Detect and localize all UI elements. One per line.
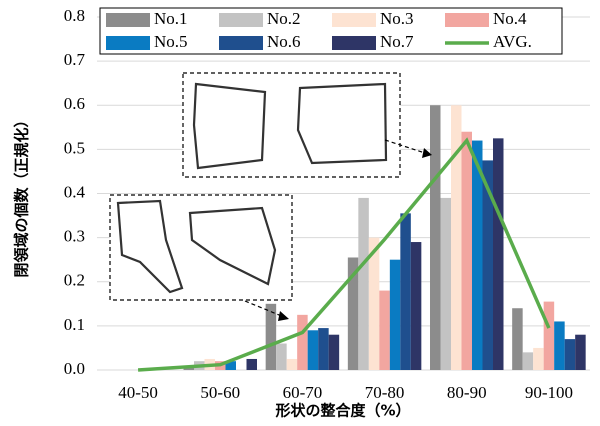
bar bbox=[400, 213, 411, 370]
x-tick-label: 70-80 bbox=[365, 383, 405, 402]
bar bbox=[533, 348, 544, 370]
inset-images bbox=[110, 73, 432, 321]
x-tick-label: 80-90 bbox=[447, 383, 487, 402]
y-tick-label: 0.6 bbox=[64, 94, 85, 113]
bar bbox=[462, 132, 473, 370]
x-tick-label: 60-70 bbox=[283, 383, 323, 402]
bar bbox=[297, 315, 308, 370]
arrow-head bbox=[278, 311, 289, 321]
legend-swatch bbox=[332, 13, 376, 27]
bar bbox=[287, 359, 298, 370]
y-tick-label: 0.8 bbox=[64, 6, 85, 25]
bar bbox=[318, 328, 329, 370]
bar bbox=[565, 339, 576, 370]
legend-label: No.7 bbox=[380, 32, 414, 51]
x-tick-label: 90-100 bbox=[525, 383, 573, 402]
bar bbox=[308, 330, 319, 370]
arrow bbox=[245, 301, 284, 317]
x-tick-label: 40-50 bbox=[118, 383, 158, 402]
legend-swatch bbox=[106, 36, 150, 50]
x-axis-title: 形状の整合度（%） bbox=[275, 402, 410, 420]
bar bbox=[247, 359, 258, 370]
legend-label: No.3 bbox=[380, 9, 414, 28]
legend-label: No.1 bbox=[154, 9, 188, 28]
legend-label: AVG. bbox=[493, 32, 532, 51]
bar bbox=[544, 302, 555, 370]
legend-swatch bbox=[106, 13, 150, 27]
legend-swatch bbox=[219, 36, 263, 50]
bar bbox=[276, 344, 287, 370]
bar bbox=[329, 335, 340, 370]
legend-swatch bbox=[332, 36, 376, 50]
y-tick-label: 0.3 bbox=[64, 227, 85, 246]
bar bbox=[451, 105, 462, 370]
legend-label: No.6 bbox=[267, 32, 301, 51]
legend-label: No.4 bbox=[493, 9, 527, 28]
bar bbox=[441, 198, 452, 370]
bar bbox=[266, 304, 277, 370]
bar bbox=[554, 321, 565, 370]
legend-swatch bbox=[219, 13, 263, 27]
y-tick-label: 0.1 bbox=[64, 315, 85, 334]
y-tick-label: 0.0 bbox=[64, 359, 85, 378]
y-tick-label: 0.2 bbox=[64, 271, 85, 290]
y-axis-title: 閉領域の個数（正規化） bbox=[13, 112, 31, 277]
bar bbox=[575, 335, 586, 370]
bar bbox=[411, 242, 422, 370]
y-tick-label: 0.7 bbox=[64, 50, 86, 69]
legend-label: No.5 bbox=[154, 32, 188, 51]
bar bbox=[523, 352, 534, 370]
legend-swatch bbox=[445, 13, 489, 27]
legend-label: No.2 bbox=[267, 9, 301, 28]
y-tick-label: 0.4 bbox=[64, 182, 86, 201]
bar bbox=[493, 138, 504, 370]
bar bbox=[379, 291, 390, 370]
bar bbox=[390, 260, 401, 370]
x-tick-label: 50-60 bbox=[200, 383, 240, 402]
y-tick-label: 0.5 bbox=[64, 138, 85, 157]
bar bbox=[430, 105, 441, 370]
bar bbox=[358, 198, 369, 370]
bar bbox=[512, 308, 523, 370]
chart: 0.0 0.1 0.2 0.3 0.4 0.5 0.6 0.7 0.8 形状の整合度（%） 閉領… bbox=[0, 0, 600, 426]
